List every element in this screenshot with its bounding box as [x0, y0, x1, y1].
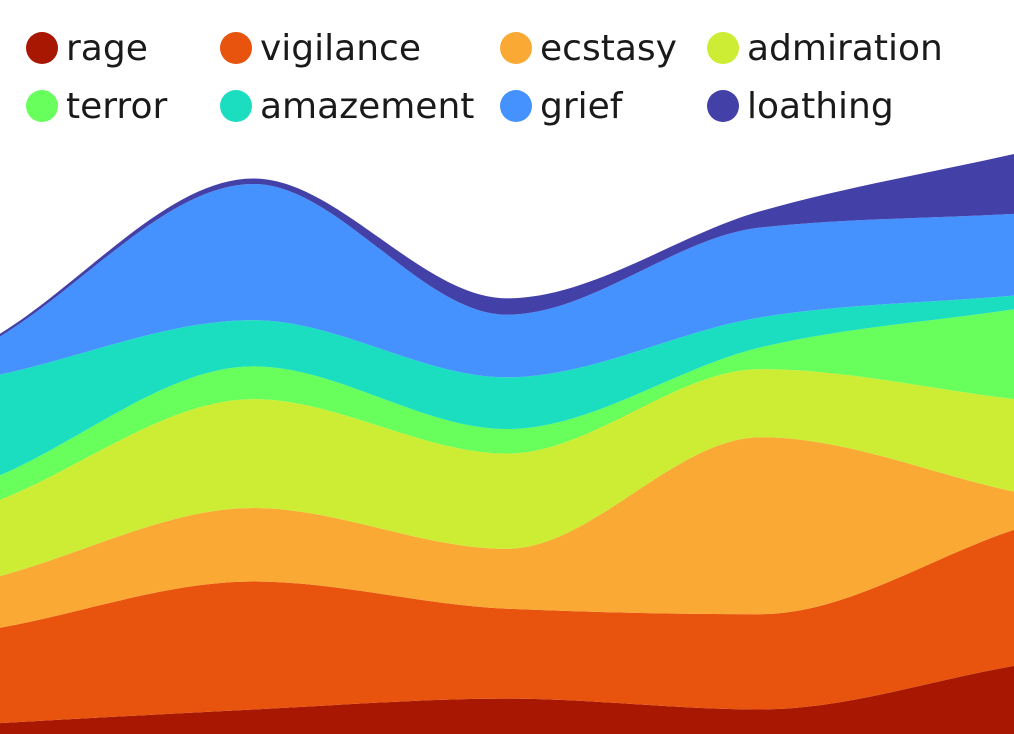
legend-swatch-rage	[26, 32, 58, 64]
legend-swatch-admiration	[707, 32, 739, 64]
legend-swatch-loathing	[707, 90, 739, 122]
area-amazement	[0, 295, 1014, 476]
chart-legend: rage vigilance ecstasy admiration terror amaz…	[26, 28, 943, 127]
legend-swatch-amazement	[220, 90, 252, 122]
area-terror	[0, 309, 1014, 500]
chart-areas	[0, 154, 1014, 734]
legend-swatch-grief	[500, 90, 532, 122]
area-rage	[0, 665, 1014, 734]
legend-swatch-vigilance	[220, 32, 252, 64]
legend-label-amazement: amazement	[260, 86, 474, 127]
area-ecstasy	[0, 437, 1014, 628]
legend-label-admiration: admiration	[747, 28, 943, 69]
legend-label-ecstasy: ecstasy	[540, 28, 677, 69]
legend-label-terror: terror	[66, 86, 167, 127]
legend-label-grief: grief	[540, 86, 624, 127]
legend-swatch-terror	[26, 90, 58, 122]
legend-swatch-ecstasy	[500, 32, 532, 64]
area-grief	[0, 183, 1014, 378]
legend-label-loathing: loathing	[747, 86, 894, 127]
area-loathing	[0, 154, 1014, 337]
legend-label-vigilance: vigilance	[260, 28, 421, 69]
area-vigilance	[0, 529, 1014, 724]
area-admiration	[0, 369, 1014, 577]
legend-label-rage: rage	[66, 28, 148, 69]
